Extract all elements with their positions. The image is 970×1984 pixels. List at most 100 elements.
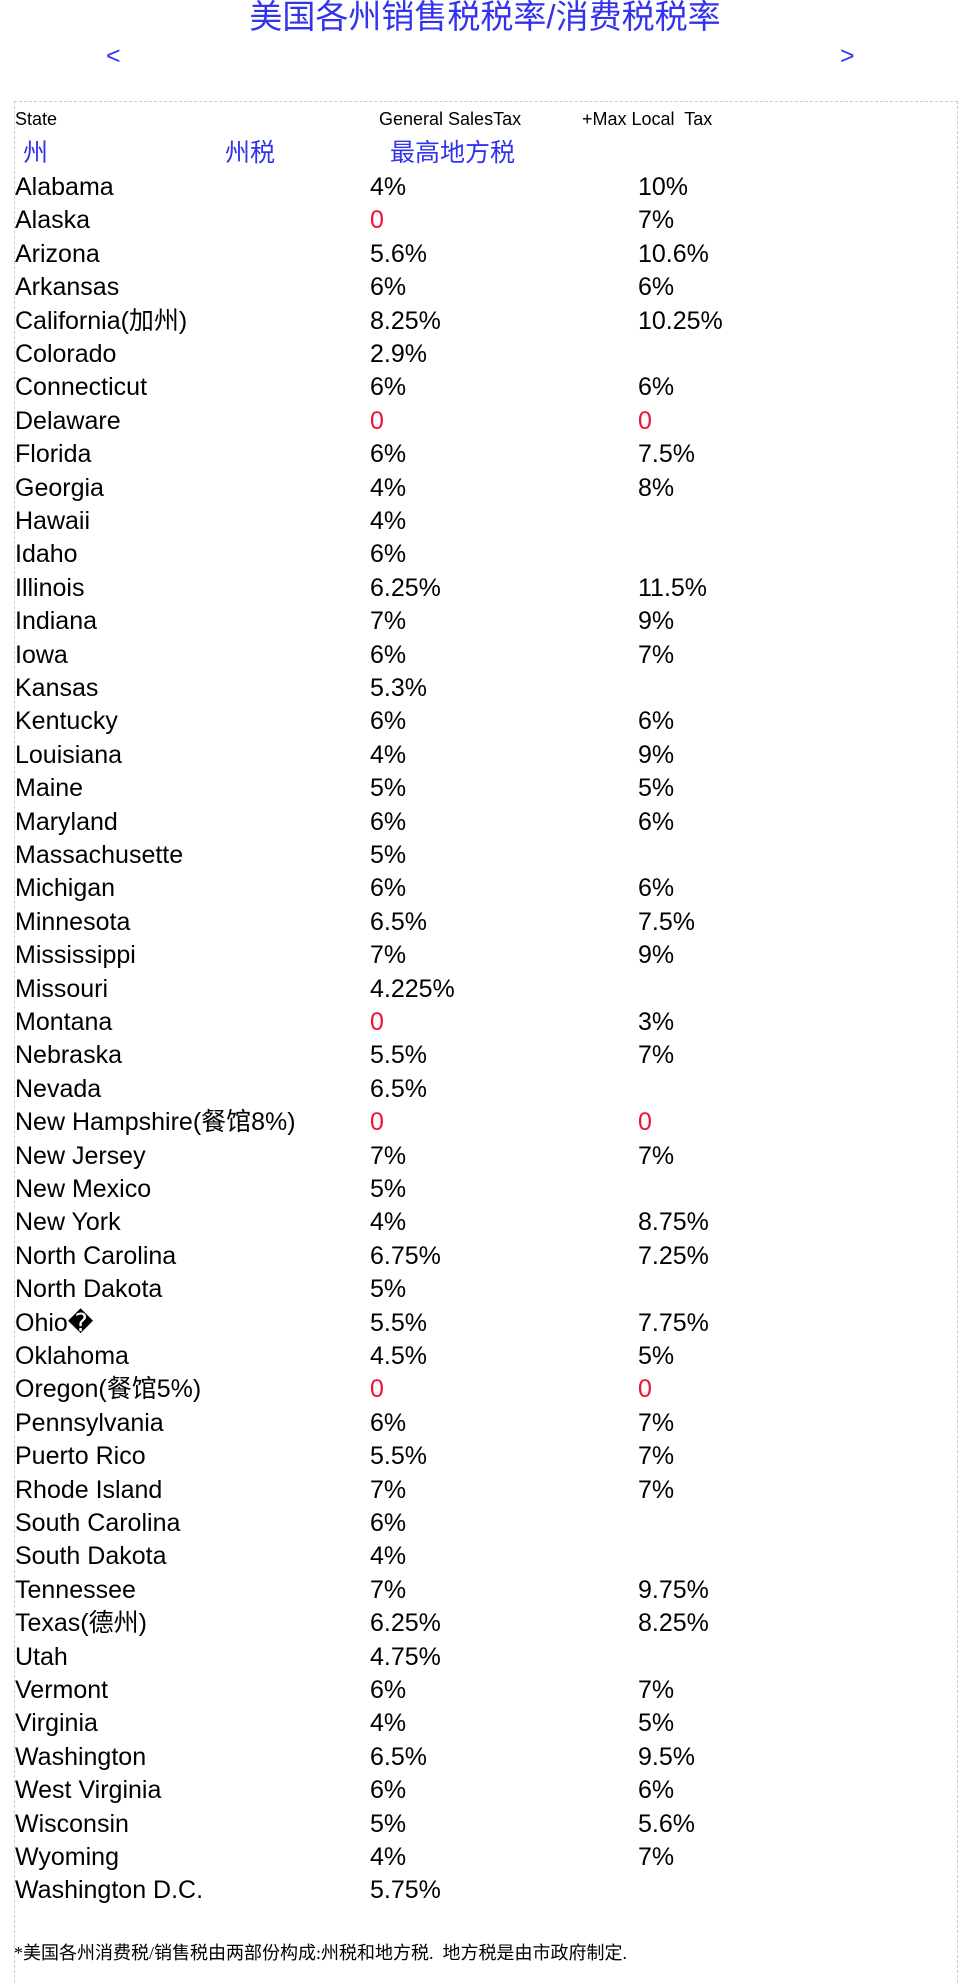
prev-link[interactable]: < bbox=[106, 42, 121, 70]
state-cell: Ohio� bbox=[15, 1308, 94, 1337]
rate-cell: 5% bbox=[638, 774, 675, 803]
rate-cell: 6.25% bbox=[370, 1609, 441, 1638]
state-cell: Florida bbox=[15, 440, 92, 469]
rate-cell: 7% bbox=[638, 1041, 675, 1070]
rate-cell: 7% bbox=[638, 1676, 675, 1704]
page-title: 美国各州销售税税率/消费税税率 bbox=[249, 0, 721, 35]
rate-cell: 6% bbox=[370, 1776, 407, 1805]
rate-cell: 4% bbox=[370, 507, 407, 535]
rate-cell: 4.75% bbox=[370, 1642, 441, 1671]
state-cell: Minnesota bbox=[15, 907, 131, 936]
rate-cell: 7% bbox=[638, 1141, 675, 1170]
rate-cell: 6% bbox=[370, 807, 407, 836]
header-cell: 州 bbox=[23, 139, 49, 167]
rate-cell: 6% bbox=[370, 540, 407, 569]
state-cell: Kentucky bbox=[15, 707, 118, 736]
header-cell: General SalesTax bbox=[379, 109, 522, 129]
rate-cell: 6% bbox=[638, 807, 675, 836]
state-cell: Mississippi bbox=[15, 941, 136, 970]
rate-cell: 8.25% bbox=[370, 306, 441, 335]
state-cell: Alabama bbox=[15, 173, 114, 201]
state-cell: North Carolina bbox=[15, 1241, 177, 1270]
state-cell: Oklahoma bbox=[15, 1342, 129, 1370]
state-cell: Indiana bbox=[15, 607, 98, 636]
rate-cell: 6% bbox=[638, 273, 675, 302]
rate-cell: 0 bbox=[638, 1108, 652, 1137]
rate-cell: 6.5% bbox=[370, 1074, 427, 1103]
rate-cell: 6% bbox=[370, 440, 407, 469]
rate-cell: 6% bbox=[370, 1676, 407, 1704]
rate-cell: 7% bbox=[638, 1475, 675, 1504]
rate-cell: 6.5% bbox=[370, 907, 427, 936]
rate-cell: 6% bbox=[638, 707, 675, 736]
rate-cell: 5% bbox=[370, 774, 407, 803]
rate-cell: 5.5% bbox=[370, 1442, 427, 1471]
rate-cell: 7% bbox=[370, 1141, 407, 1170]
state-cell: Missouri bbox=[15, 974, 109, 1003]
state-cell: New York bbox=[15, 1208, 121, 1237]
state-cell: Arizona bbox=[15, 239, 100, 268]
rate-cell: 5% bbox=[638, 1342, 675, 1370]
header-cell: 州税 bbox=[225, 139, 276, 167]
state-cell: Arkansas bbox=[15, 273, 120, 302]
rate-cell: 7% bbox=[370, 1575, 407, 1604]
rate-cell: 4% bbox=[370, 1542, 407, 1571]
rate-cell: 6% bbox=[638, 874, 675, 903]
rate-cell: 6.5% bbox=[370, 1742, 427, 1771]
rate-cell: 7% bbox=[370, 1475, 407, 1504]
state-cell: Maryland bbox=[15, 807, 118, 836]
rate-cell: 7.5% bbox=[638, 440, 695, 469]
rate-cell: 5.75% bbox=[370, 1876, 441, 1905]
state-cell: Kansas bbox=[15, 674, 99, 702]
rate-cell: 11.5% bbox=[638, 573, 708, 602]
rate-cell: 4% bbox=[370, 1709, 407, 1738]
rate-cell: 6% bbox=[370, 874, 407, 903]
state-cell: Tennessee bbox=[15, 1575, 136, 1604]
state-cell: Virginia bbox=[15, 1709, 98, 1738]
rate-cell: 6% bbox=[370, 1509, 407, 1537]
state-cell: New Mexico bbox=[15, 1175, 152, 1203]
state-cell: South Carolina bbox=[15, 1509, 181, 1537]
header-cell: +Max Local Tax bbox=[582, 109, 713, 129]
state-cell: Montana bbox=[15, 1008, 113, 1036]
state-cell: Illinois bbox=[15, 573, 85, 602]
rate-cell: 0 bbox=[638, 406, 652, 435]
state-cell: Puerto Rico bbox=[15, 1442, 146, 1471]
state-cell: Wisconsin bbox=[15, 1809, 129, 1838]
rate-cell: 9.75% bbox=[638, 1575, 709, 1604]
rate-cell: 7.25% bbox=[638, 1241, 709, 1270]
rate-cell: 6% bbox=[370, 373, 407, 402]
state-cell: New Jersey bbox=[15, 1141, 146, 1170]
state-cell: Maine bbox=[15, 774, 84, 803]
rate-cell: 8.75% bbox=[638, 1208, 709, 1237]
state-cell: Georgia bbox=[15, 473, 104, 502]
rate-cell: 7% bbox=[638, 206, 675, 235]
rate-cell: 0 bbox=[370, 406, 384, 435]
rate-cell: 7% bbox=[638, 640, 675, 669]
rate-cell: 7.5% bbox=[638, 907, 695, 936]
state-cell: Nebraska bbox=[15, 1041, 122, 1070]
rate-cell: 6.75% bbox=[370, 1241, 441, 1270]
rate-cell: 8% bbox=[638, 473, 675, 502]
rate-cell: 4% bbox=[370, 1208, 407, 1237]
rate-cell: 0 bbox=[370, 1008, 384, 1036]
state-cell: Colorado bbox=[15, 340, 117, 368]
rate-cell: 4.225% bbox=[370, 974, 455, 1003]
state-cell: Alaska bbox=[15, 206, 91, 235]
rate-cell: 5% bbox=[638, 1709, 675, 1738]
state-cell: Utah bbox=[15, 1642, 68, 1671]
rate-cell: 5.6% bbox=[638, 1809, 695, 1838]
rate-cell: 0 bbox=[370, 206, 384, 235]
rate-cell: 5.3% bbox=[370, 674, 427, 702]
rate-cell: 6% bbox=[370, 273, 407, 302]
rate-cell: 0 bbox=[370, 1375, 384, 1404]
rate-cell: 8.25% bbox=[638, 1609, 709, 1638]
state-cell: Washington bbox=[15, 1742, 147, 1771]
state-cell: Vermont bbox=[15, 1676, 109, 1704]
rate-cell: 5% bbox=[370, 841, 407, 869]
state-cell: Hawaii bbox=[15, 507, 91, 535]
next-link[interactable]: > bbox=[840, 42, 855, 70]
rate-cell: 6% bbox=[370, 707, 407, 736]
rate-cell: 9.5% bbox=[638, 1742, 695, 1771]
